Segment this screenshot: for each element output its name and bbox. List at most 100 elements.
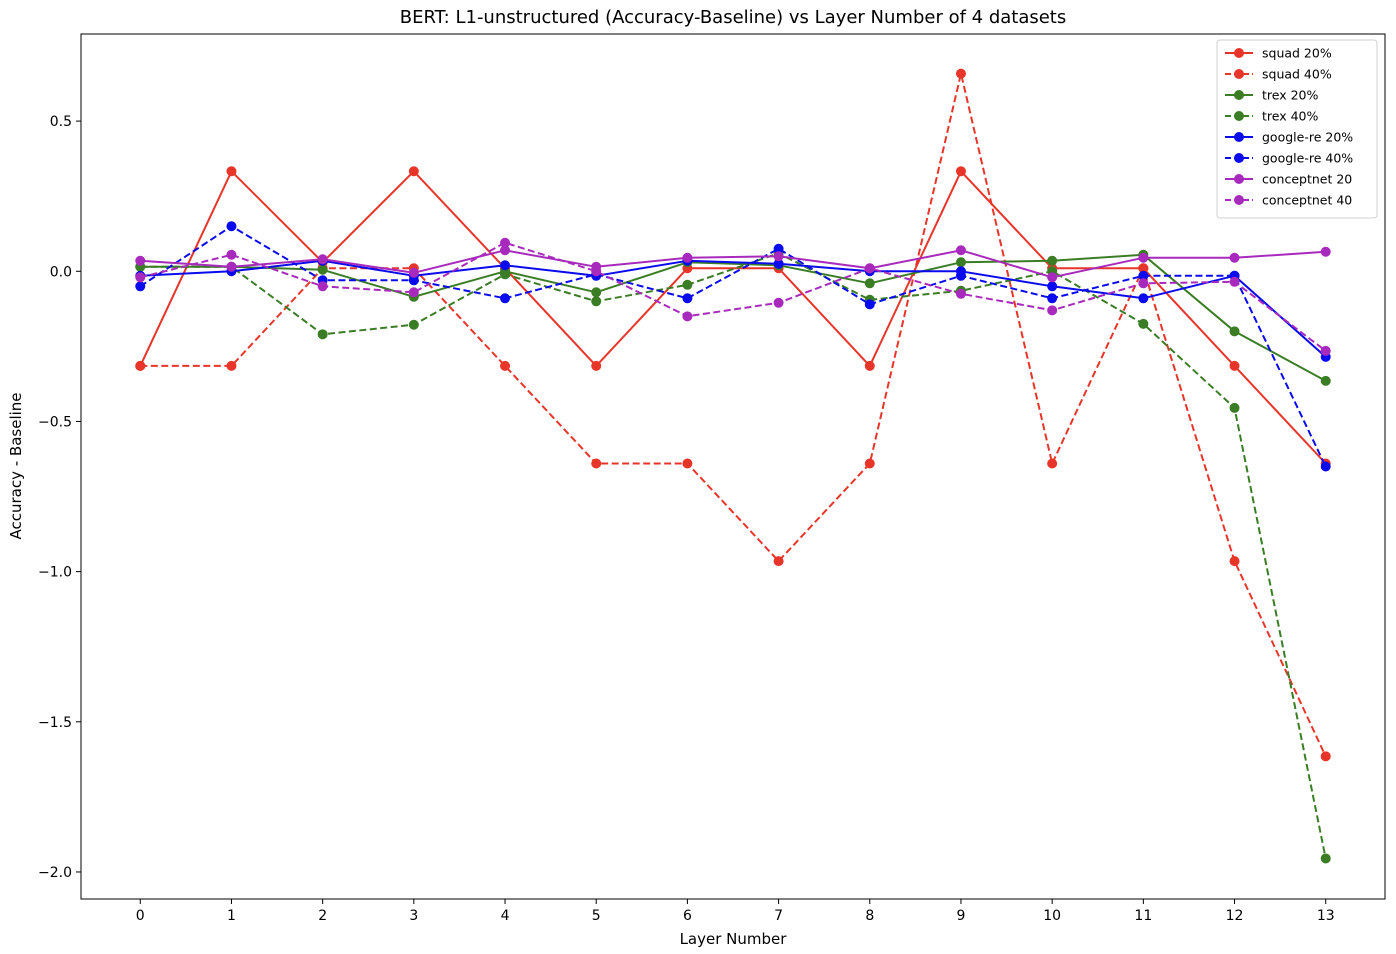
data-point [955, 68, 966, 79]
series-line [140, 259, 1327, 358]
series-line [140, 253, 1327, 382]
legend-marker [1234, 132, 1244, 142]
data-point [1047, 255, 1058, 266]
data-point [317, 264, 328, 275]
series-line [140, 72, 1327, 757]
data-point [226, 249, 237, 260]
data-point [682, 293, 693, 304]
y-tick-label: −1.0 [38, 565, 72, 581]
data-point [682, 252, 693, 263]
data-point [955, 245, 966, 256]
data-point [1047, 281, 1058, 292]
data-point [773, 251, 784, 262]
legend-label: squad 40% [1262, 67, 1332, 82]
data-point [1320, 246, 1331, 257]
legend: squad 20% squad 40% trex 20% trex 40% google… [1216, 39, 1378, 219]
legend-label: conceptnet 20 [1262, 172, 1352, 187]
data-point [1320, 375, 1331, 386]
legend-label: squad 20% [1262, 46, 1332, 61]
y-tick-label: −0.5 [38, 414, 72, 430]
legend-item: squad 40% [1225, 67, 1332, 82]
data-point [226, 360, 237, 371]
x-tick-label: 10 [1043, 908, 1061, 924]
data-point [500, 269, 511, 280]
data-point [1229, 276, 1240, 287]
x-tick-label: 8 [865, 908, 874, 924]
data-point [591, 287, 602, 298]
data-point [955, 166, 966, 177]
data-point [135, 272, 146, 283]
data-point [1320, 853, 1331, 864]
data-point [317, 281, 328, 292]
data-point [500, 293, 511, 304]
series-line [140, 241, 1327, 352]
legend-item: google-re 40% [1225, 151, 1353, 166]
x-tick-label: 1 [227, 908, 236, 924]
axes-frame [80, 33, 1386, 900]
data-point [226, 166, 237, 177]
data-point [408, 287, 419, 298]
data-point [500, 260, 511, 271]
data-point [1138, 270, 1149, 281]
y-axis-label: Accuracy - Baseline [7, 392, 25, 539]
data-point [1047, 272, 1058, 283]
series-line [140, 252, 1327, 859]
data-point [682, 279, 693, 290]
data-point [955, 288, 966, 299]
x-tick-label: 9 [957, 908, 966, 924]
data-point [1138, 293, 1149, 304]
data-point [500, 237, 511, 248]
y-axis: 0.5 0.0 −0.5 −1.0 −1.5 −2.0 [38, 114, 81, 881]
series-line [140, 249, 1326, 279]
data-point [1229, 326, 1240, 337]
data-point [1320, 751, 1331, 762]
data-point [1320, 345, 1331, 356]
legend-label: trex 40% [1262, 109, 1319, 124]
x-tick-label: 2 [318, 908, 327, 924]
data-point [500, 360, 511, 371]
data-point [408, 166, 419, 177]
data-point [135, 360, 146, 371]
data-point [1229, 252, 1240, 263]
data-point [1138, 252, 1149, 263]
data-point [500, 245, 511, 256]
data-point [591, 296, 602, 307]
y-tick-label: −2.0 [38, 865, 72, 881]
data-point [773, 258, 784, 269]
data-point [864, 263, 875, 274]
data-point [1138, 278, 1149, 289]
x-tick-label: 0 [136, 908, 145, 924]
legend-item: squad 20% [1225, 46, 1332, 61]
data-point [1229, 360, 1240, 371]
legend-item: trex 40% [1225, 109, 1319, 124]
x-tick-label: 3 [409, 908, 418, 924]
legend-label: conceptnet 40 [1262, 193, 1352, 208]
legend-marker [1234, 111, 1244, 121]
data-point [408, 275, 419, 286]
plot-area [135, 68, 1331, 864]
data-point [135, 281, 146, 292]
y-tick-label: −1.5 [38, 715, 72, 731]
legend-box [1216, 39, 1378, 219]
data-point [773, 297, 784, 308]
data-point [1047, 305, 1058, 316]
data-point [1229, 402, 1240, 413]
data-point [1229, 556, 1240, 567]
legend-marker [1234, 69, 1244, 79]
data-point [682, 311, 693, 322]
data-point [226, 221, 237, 232]
x-tick-label: 5 [592, 908, 601, 924]
series-conceptnet-20 [135, 245, 1331, 283]
legend-marker [1234, 90, 1244, 100]
data-point [591, 266, 602, 277]
data-point [955, 270, 966, 281]
data-point [864, 278, 875, 289]
data-point [408, 319, 419, 330]
x-tick-label: 4 [501, 908, 510, 924]
legend-marker [1234, 195, 1244, 205]
y-tick-label: 0.5 [50, 114, 72, 130]
legend-label: google-re 20% [1262, 130, 1353, 145]
data-point [591, 360, 602, 371]
data-point [955, 257, 966, 268]
